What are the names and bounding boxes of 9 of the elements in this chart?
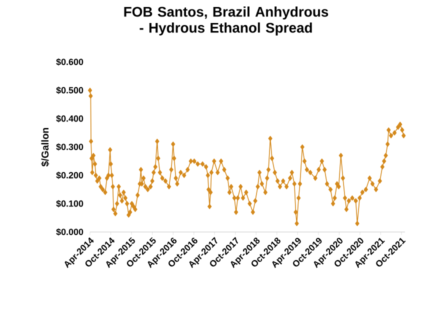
y-tick-label: $0.500 bbox=[56, 86, 84, 94]
y-tick-label: $0.300 bbox=[56, 143, 84, 151]
y-tick-label: $0.200 bbox=[56, 172, 84, 179]
y-axis-title: $/Gallon bbox=[41, 128, 50, 167]
y-tick-label: $0.400 bbox=[56, 115, 84, 122]
y-tick-label: $0.600 bbox=[56, 58, 84, 66]
y-tick-label: $0.000 bbox=[56, 228, 84, 236]
y-tick-label: $0.100 bbox=[56, 200, 84, 208]
chart-title: FOB Santos, Brazil Anhydrous - Hydrous Ethanol Spread bbox=[124, 6, 328, 36]
